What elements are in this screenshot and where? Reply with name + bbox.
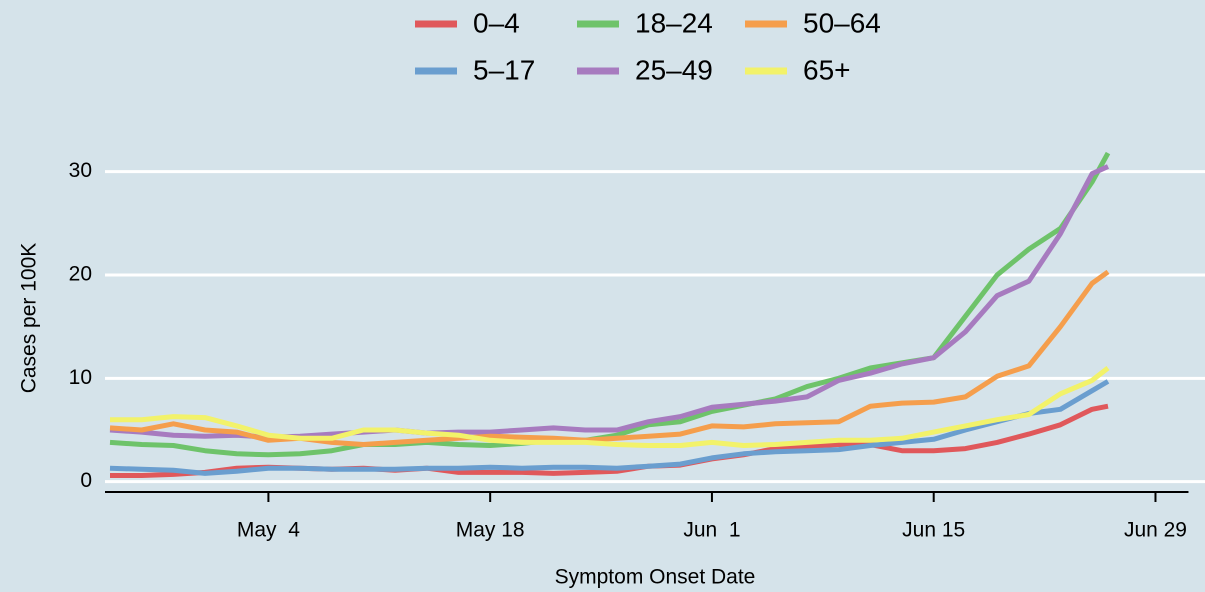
legend-label: 65+: [803, 54, 851, 85]
series-line: [110, 366, 1110, 448]
x-tick-label: Jun 29: [1124, 519, 1187, 542]
y-tick-label: 0: [80, 469, 92, 492]
y-axis-label: Cases per 100K: [18, 243, 41, 394]
legend-label: 25–49: [635, 54, 713, 85]
series-line: [109, 151, 1111, 458]
grid: [105, 170, 1205, 484]
legend-label: 18–24: [635, 7, 713, 38]
y-tick-label: 30: [69, 159, 92, 182]
legend-label: 5–17: [473, 54, 535, 85]
legend-label: 50–64: [803, 7, 881, 38]
y-tick-label: 10: [69, 366, 92, 389]
x-tick-label: Jun 15: [902, 519, 965, 542]
series-line: [109, 379, 1110, 476]
x-tick-label: Jun 1: [683, 519, 740, 542]
y-tick-label: 20: [69, 263, 92, 286]
x-tick-label: May 18: [456, 519, 525, 542]
legend-label: 0–4: [473, 7, 520, 38]
x-tick-label: May 4: [237, 519, 300, 542]
series-line: [109, 269, 1110, 447]
plot-lines: [109, 151, 1111, 478]
x-axis-label: Symptom Onset Date: [555, 566, 756, 589]
